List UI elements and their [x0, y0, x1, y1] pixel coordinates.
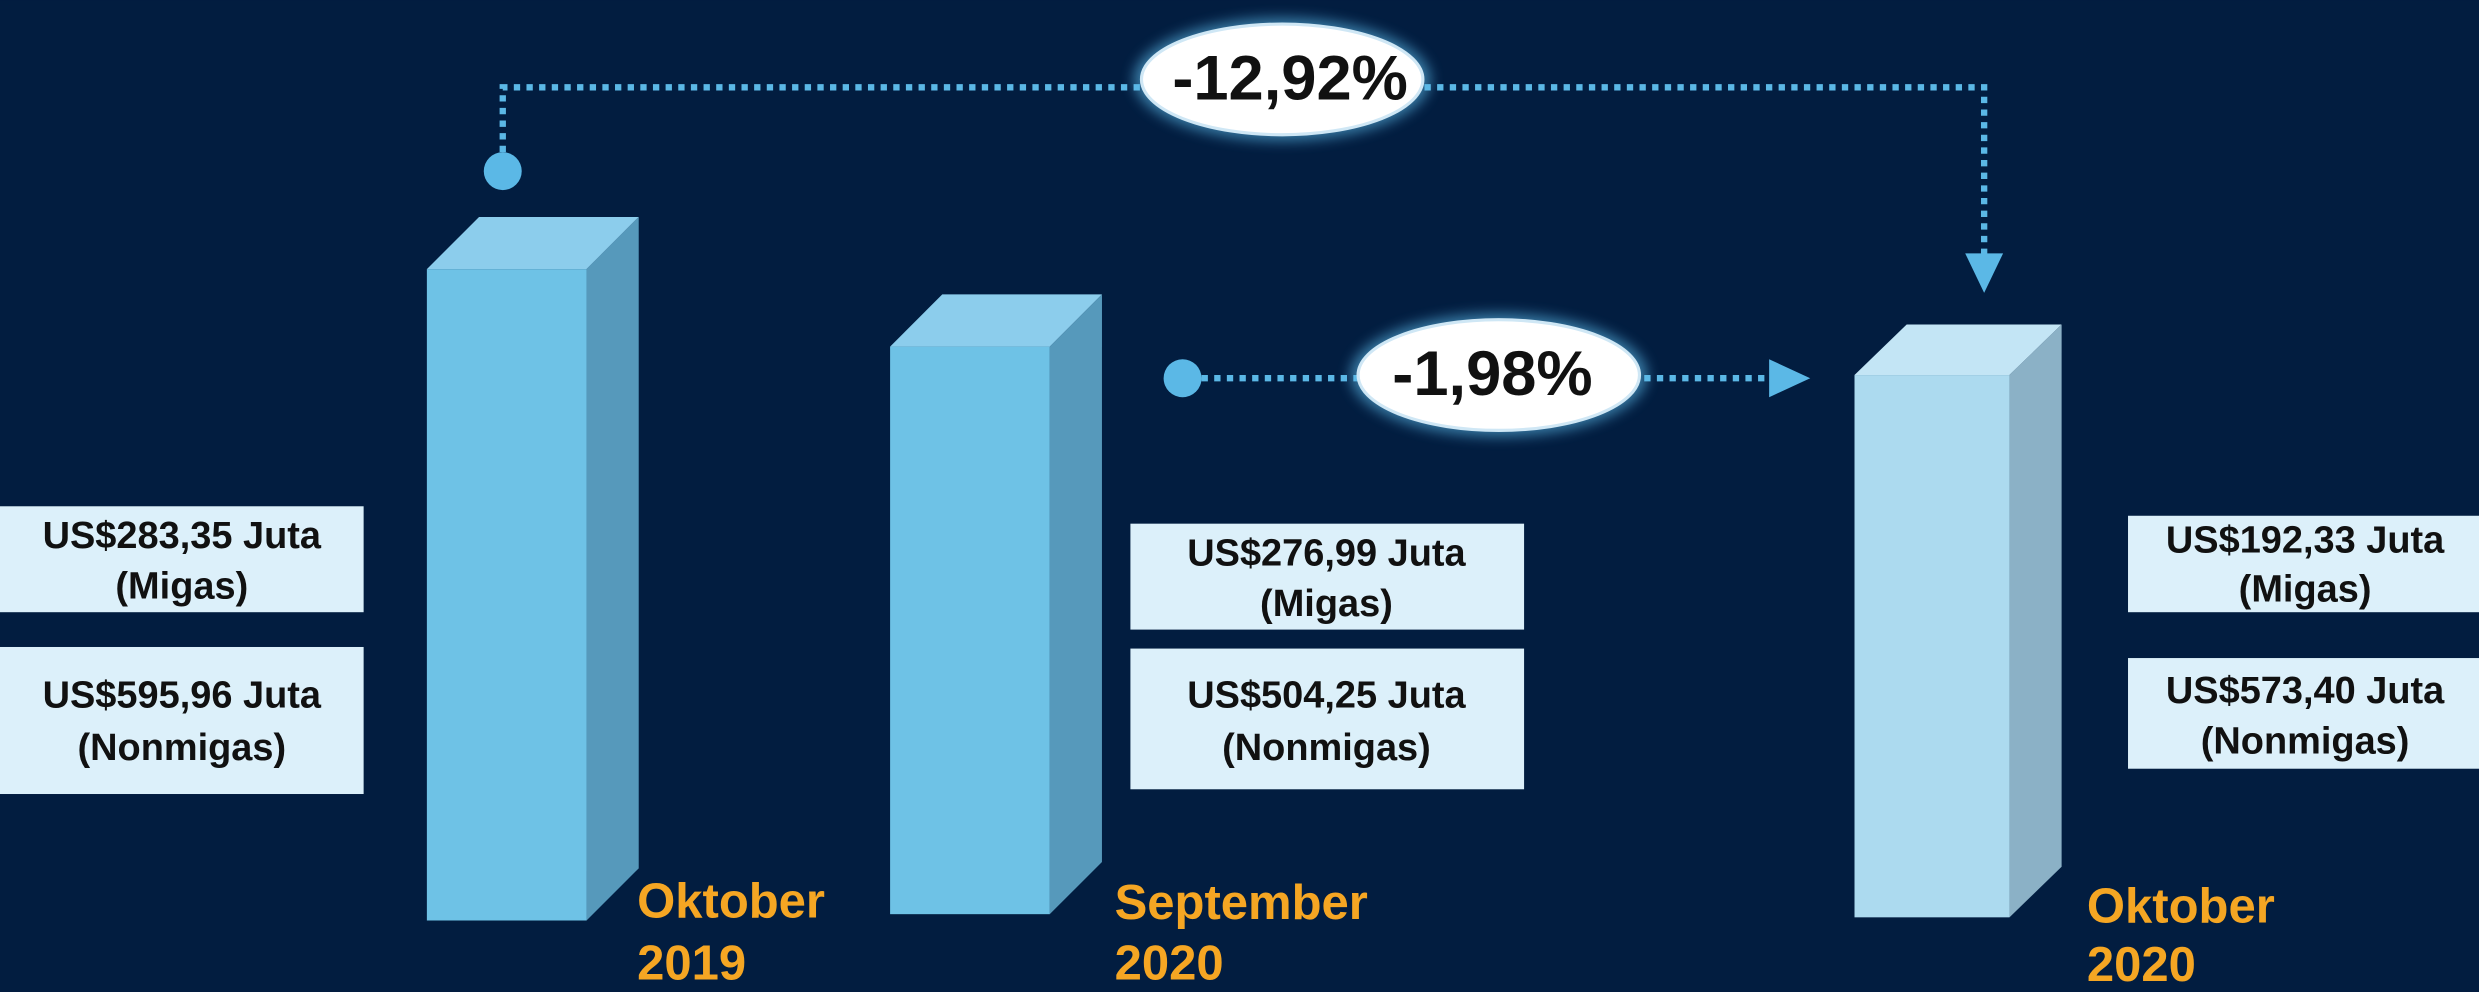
period-year: 2020: [1115, 936, 1224, 990]
value-note: (Nonmigas): [2201, 720, 2410, 762]
bar-oktober-2020: [1854, 324, 2062, 918]
value-text: US$192,33 Juta: [2166, 520, 2445, 562]
period-year: 2020: [2087, 938, 2196, 992]
change-label: -1,98%: [1392, 339, 1592, 409]
value-note: (Nonmigas): [1222, 727, 1431, 769]
period-month: Oktober: [2087, 879, 2275, 933]
value-box: [2128, 658, 2479, 769]
period-year: 2019: [637, 936, 746, 990]
value-note: (Migas): [2239, 569, 2372, 611]
value-note: (Migas): [1260, 583, 1393, 625]
bar-oktober-2019: [426, 216, 639, 921]
value-text: US$283,35 Juta: [43, 515, 322, 557]
value-box: [1130, 523, 1525, 630]
value-text: US$276,99 Juta: [1187, 532, 1466, 574]
change-arrow-mom: -1,98%: [1163, 313, 1811, 437]
value-text: US$504,25 Juta: [1187, 675, 1466, 717]
change-arrow-yoy: -12,92%: [483, 17, 2004, 293]
value-box: [2128, 515, 2479, 613]
value-note: (Migas): [115, 566, 248, 608]
value-box: [0, 506, 364, 613]
value-note: (Nonmigas): [77, 727, 286, 769]
period-month: Oktober: [637, 875, 825, 929]
change-label: -12,92%: [1172, 43, 1407, 113]
value-text: US$595,96 Juta: [43, 675, 322, 717]
value-box: [0, 646, 364, 795]
bar-september-2020: [890, 294, 1102, 915]
value-box: [1130, 648, 1525, 790]
value-text: US$573,40 Juta: [2166, 670, 2445, 712]
period-month: September: [1115, 876, 1368, 930]
